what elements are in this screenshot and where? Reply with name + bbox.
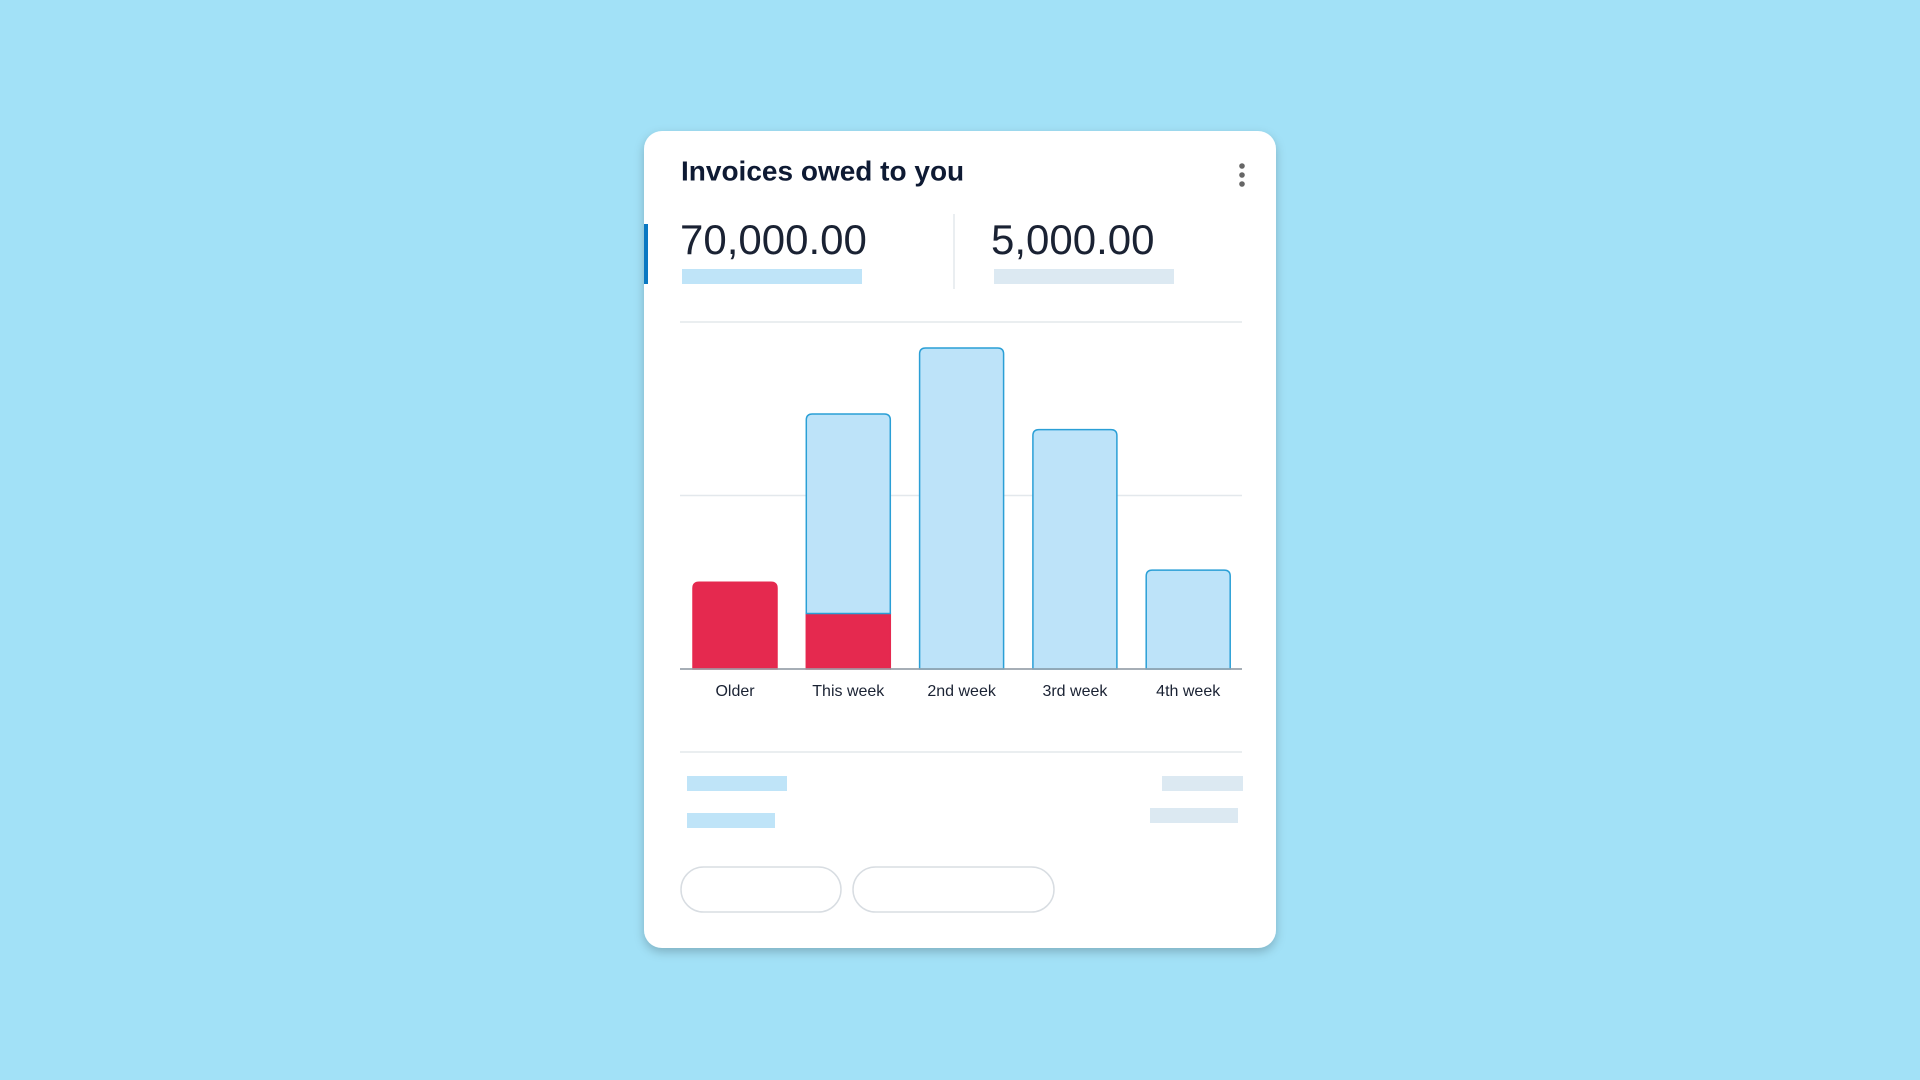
amount-owed[interactable]: 70,000.00 [680,216,867,263]
bar-segment [918,347,1005,670]
x-tick-label: Older [715,683,755,700]
bar-segment [805,612,892,670]
bar-segment [692,581,778,670]
x-tick-label: 4th week [1156,683,1221,700]
placeholder [1162,776,1243,791]
placeholder [682,269,862,284]
placeholder [687,813,775,828]
menu-button[interactable] [1239,163,1245,187]
x-tick-label: 2nd week [927,683,996,700]
bar-segment [1032,428,1118,670]
chart: Older This week 2nd week 3rd week 4th week [680,321,1242,700]
bar-segment [1145,569,1231,670]
card-title: Invoices owed to you [681,155,964,186]
selected-marker [644,224,648,284]
button[interactable] [680,866,842,913]
amount-overdue[interactable]: 5,000.00 [991,216,1155,263]
x-tick-label: This week [812,683,885,700]
placeholder [994,269,1174,284]
placeholder [1150,808,1238,823]
placeholder [687,776,787,791]
bar-segment [805,413,892,615]
button[interactable] [852,866,1055,913]
x-tick-label: 3rd week [1042,683,1108,700]
